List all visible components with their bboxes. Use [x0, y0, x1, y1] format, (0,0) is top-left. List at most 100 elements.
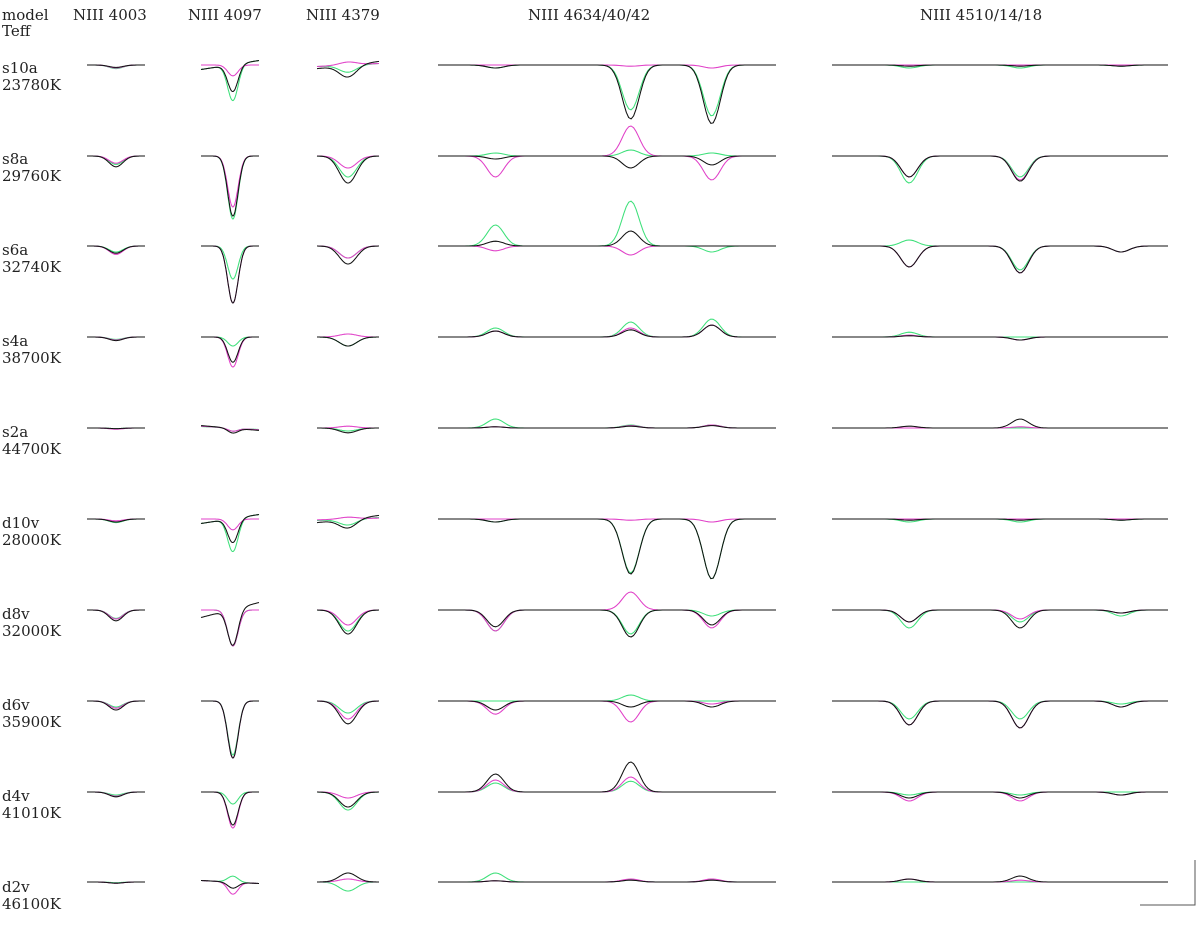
- column-title-niii-4379: NIII 4379: [306, 6, 380, 24]
- profile-line-black: [316, 514, 380, 529]
- profile-line-black: [438, 155, 776, 169]
- profile-line-magenta: [316, 516, 380, 521]
- profile-line-black: [200, 879, 260, 889]
- profile-line-black: [316, 609, 380, 635]
- profile-line-green: [200, 245, 260, 280]
- profile-line-green: [438, 518, 776, 580]
- profile-line-green: [86, 609, 146, 619]
- profile-line-black: [86, 518, 146, 523]
- profile-line-black: [200, 59, 260, 93]
- profile-line-magenta: [200, 155, 260, 208]
- profile-line-black: [438, 700, 776, 711]
- profile-line-black: [832, 64, 1168, 67]
- profile-line-black: [200, 513, 260, 544]
- profile-line-magenta: [438, 125, 776, 181]
- model-name: d6v: [2, 696, 30, 714]
- teff-column-label: Teff: [2, 22, 32, 40]
- profile-line-green: [200, 336, 260, 347]
- profile-line-magenta: [316, 245, 380, 259]
- profile-line-green: [86, 700, 146, 708]
- model-teff: 44700K: [2, 440, 62, 458]
- profile-line-black: [86, 427, 146, 430]
- profile-line-green: [316, 609, 380, 632]
- profile-line-black: [832, 335, 1168, 341]
- profile-line-black: [86, 700, 146, 711]
- column-title-niii-4634-40-42: NIII 4634/40/42: [528, 6, 650, 24]
- profile-line-black: [832, 155, 1168, 182]
- profile-line-black: [438, 64, 776, 124]
- profile-line-black: [200, 700, 260, 759]
- model-teff: 38700K: [2, 349, 62, 367]
- column-title-niii-4003: NIII 4003: [73, 6, 147, 24]
- profile-line-black: [86, 245, 146, 254]
- profile-line-green: [316, 245, 380, 259]
- model-name: s2a: [2, 423, 28, 441]
- model-teff: 32740K: [2, 258, 62, 276]
- profile-line-green: [438, 694, 776, 702]
- model-teff: 29760K: [2, 167, 62, 185]
- profile-line-magenta: [832, 791, 1168, 802]
- profile-line-magenta: [316, 333, 380, 338]
- profile-line-magenta: [86, 791, 146, 797]
- profile-line-green: [316, 62, 380, 73]
- profile-line-black: [832, 875, 1168, 883]
- profile-line-magenta: [832, 245, 1168, 274]
- profile-line-green: [200, 791, 260, 805]
- profile-line-black: [316, 872, 380, 883]
- profile-line-black: [86, 791, 146, 798]
- profile-line-magenta: [200, 518, 260, 531]
- scale-bar-icon: [1140, 860, 1196, 906]
- profile-line-magenta: [316, 155, 380, 169]
- model-name: d2v: [2, 878, 30, 896]
- column-title-niii-4510-14-18: NIII 4510/14/18: [920, 6, 1042, 24]
- profile-line-black: [438, 230, 776, 247]
- profile-line-black: [200, 601, 260, 646]
- model-teff: 35900K: [2, 713, 62, 731]
- model-name: s6a: [2, 241, 28, 259]
- profile-line-black: [832, 609, 1168, 629]
- profile-line-black: [316, 60, 380, 78]
- profile-line-black: [86, 336, 146, 342]
- profile-line-black: [438, 324, 776, 338]
- profile-line-black: [86, 609, 146, 622]
- profile-line-black: [438, 609, 776, 638]
- column-title-niii-4097: NIII 4097: [188, 6, 262, 24]
- model-name: s4a: [2, 332, 28, 350]
- profile-line-magenta: [200, 64, 260, 77]
- profile-line-black: [200, 791, 260, 826]
- profile-line-black: [200, 425, 260, 434]
- profile-line-green: [832, 700, 1168, 720]
- profile-line-magenta: [86, 609, 146, 620]
- profile-line-black: [86, 64, 146, 68]
- profile-line-green: [316, 700, 380, 714]
- profile-line-green: [200, 875, 260, 885]
- profile-line-green: [200, 59, 260, 102]
- profile-line-black: [438, 425, 776, 429]
- profile-line-magenta: [832, 700, 1168, 729]
- profile-line-green: [316, 881, 380, 892]
- profile-line-green: [832, 331, 1168, 338]
- profile-line-black: [832, 418, 1168, 429]
- profile-line-green: [438, 318, 776, 338]
- profile-line-magenta: [200, 791, 260, 829]
- profile-line-black: [86, 881, 146, 884]
- profile-line-green: [200, 513, 260, 553]
- header: model Teff NIII 4003 NIII 4097 NIII 4379…: [2, 6, 1042, 40]
- model-teff: 28000K: [2, 531, 62, 549]
- profile-line-green: [832, 239, 1168, 271]
- profile-line-magenta: [438, 518, 776, 523]
- profile-line-magenta: [438, 700, 776, 723]
- model-column-label: model: [2, 6, 49, 24]
- profile-line-green: [832, 155, 1168, 184]
- profile-line-black: [200, 155, 260, 217]
- model-teff: 46100K: [2, 895, 62, 913]
- model-teff: 23780K: [2, 76, 62, 94]
- model-name: d10v: [2, 514, 40, 532]
- profile-line-black: [316, 336, 380, 347]
- profile-line-magenta: [832, 155, 1168, 181]
- profile-line-black: [438, 761, 776, 793]
- profile-line-black: [200, 245, 260, 304]
- profile-line-green: [86, 245, 146, 253]
- model-teff: 41010K: [2, 804, 62, 822]
